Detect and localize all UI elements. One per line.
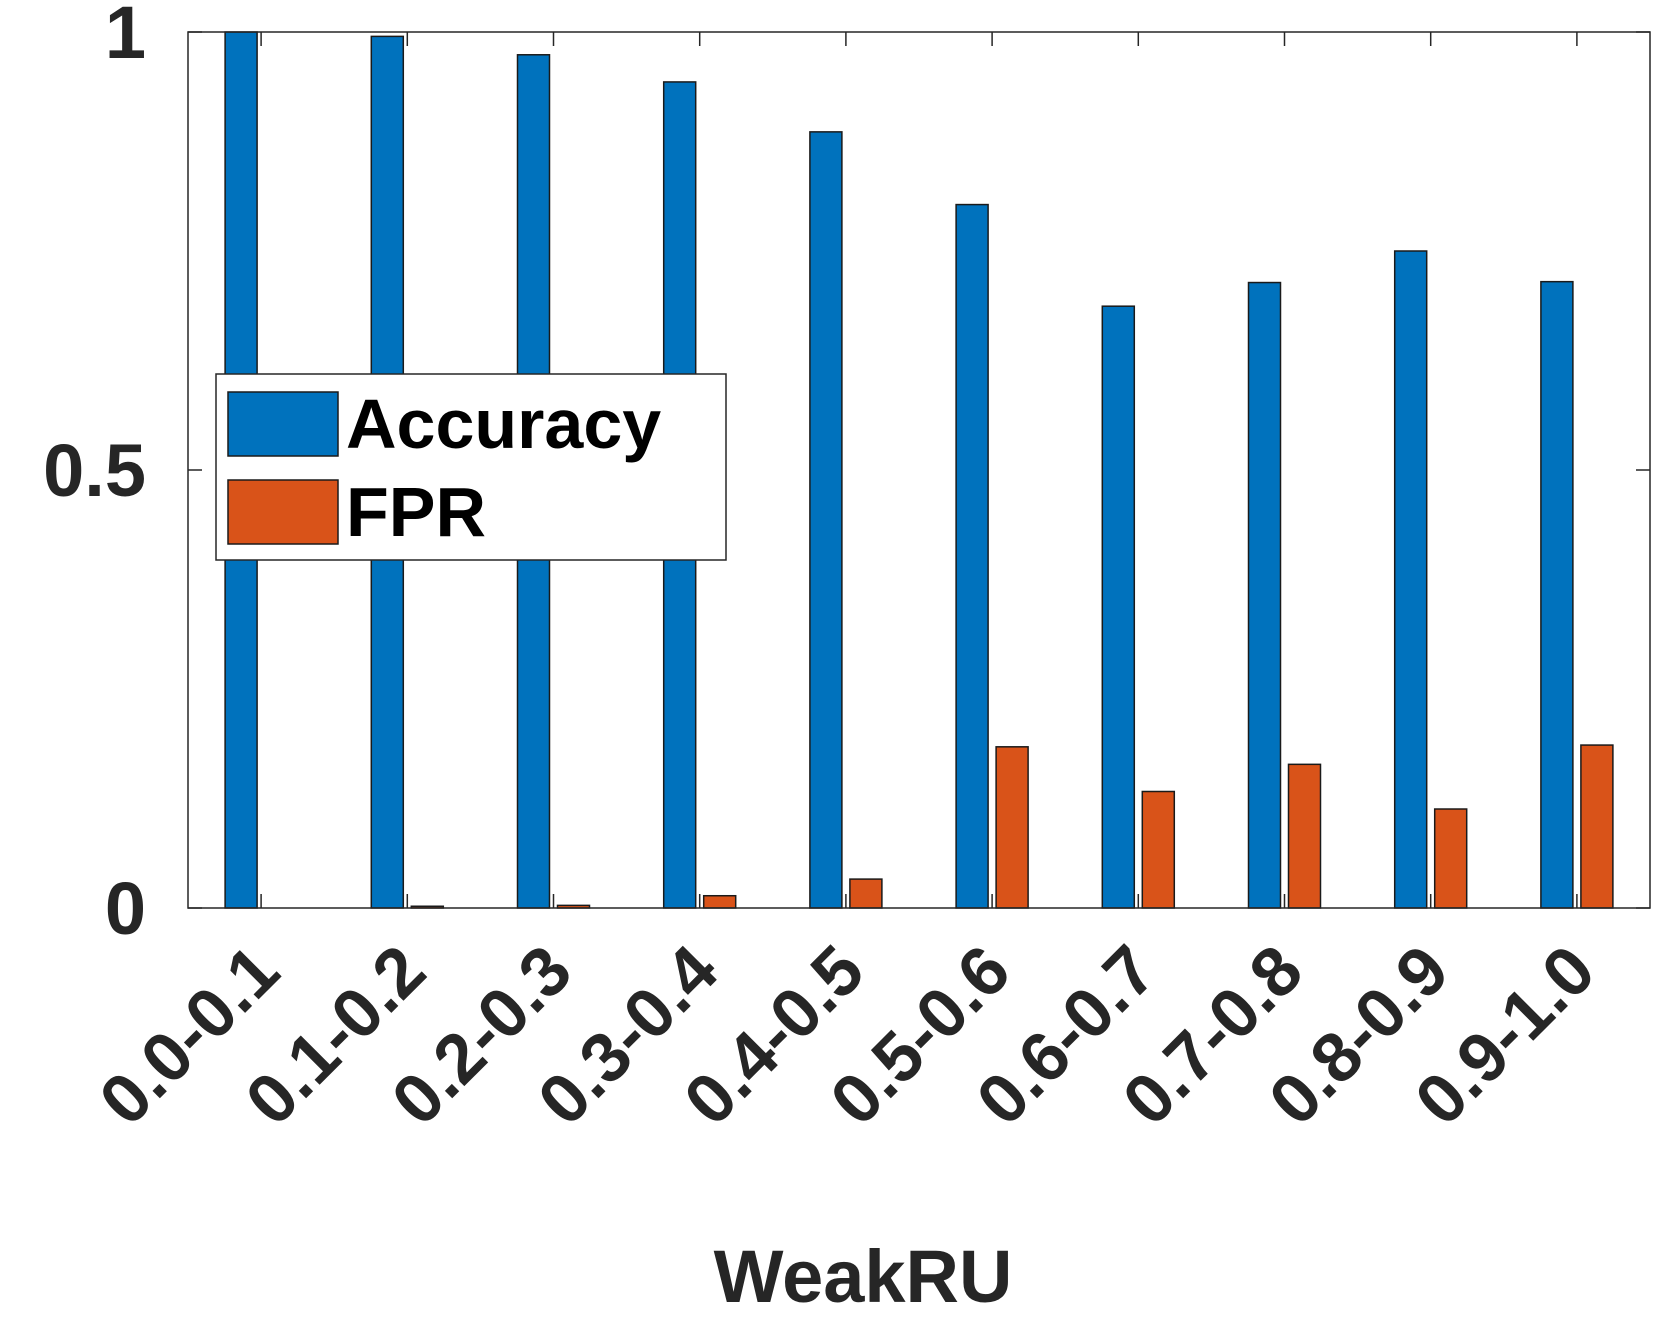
bar-accuracy-4 [809, 131, 843, 909]
bar-accuracy-7 [1247, 281, 1282, 909]
bar-fpr-9 [1580, 744, 1614, 909]
legend-label-fpr: FPR [346, 473, 486, 551]
y-tick-label: 0.5 [43, 429, 146, 512]
bar-accuracy-9 [1540, 280, 1574, 909]
x-axis-label: WeakRU [714, 1235, 1013, 1312]
axes-group [187, 31, 1651, 909]
bar-fpr-6 [1141, 790, 1176, 909]
bar-fpr-4 [849, 878, 883, 909]
legend: Accuracy FPR [215, 373, 727, 561]
bar-fpr-7 [1287, 763, 1322, 909]
legend-label-accuracy: Accuracy [346, 385, 661, 463]
bar-accuracy-5 [955, 203, 989, 909]
bar-fpr-5 [995, 746, 1029, 909]
y-tick-label: 1 [105, 0, 146, 74]
bar-fpr-3 [702, 894, 737, 909]
x-tick-labels: 0.0-0.10.1-0.20.2-0.30.3-0.40.4-0.50.5-0… [84, 930, 1609, 1139]
bar-accuracy-6 [1101, 305, 1136, 909]
bar-fpr-8 [1433, 808, 1468, 909]
y-tick-label: 0 [105, 867, 146, 950]
bar-accuracy-8 [1393, 250, 1428, 909]
legend-swatch-fpr [227, 479, 339, 545]
legend-swatch-accuracy [227, 391, 339, 457]
y-tick-labels: 00.51 [43, 0, 146, 950]
